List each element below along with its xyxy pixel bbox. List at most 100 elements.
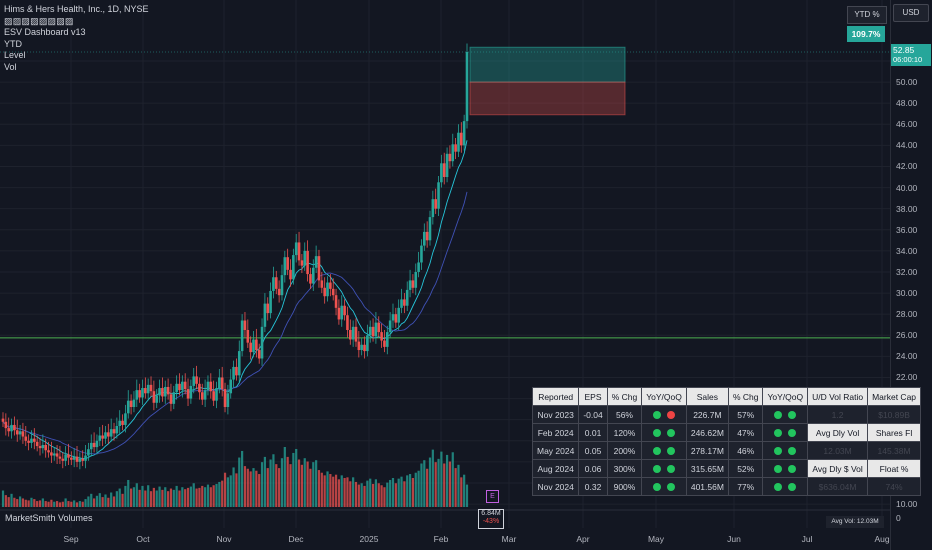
volume-bar: [263, 456, 266, 507]
candle-body: [297, 242, 301, 261]
eps-trend-cell: [641, 459, 687, 478]
candle-body: [380, 332, 383, 341]
candle-body: [448, 153, 452, 162]
volume-pane-label[interactable]: MarketSmith Volumes: [5, 513, 93, 523]
candle-body: [403, 299, 406, 306]
volume-bar: [317, 470, 321, 507]
price-axis[interactable]: [890, 0, 932, 550]
moving-average-line: [2, 140, 468, 460]
volume-bar: [10, 493, 13, 507]
candle-body: [240, 320, 244, 352]
candle-body: [215, 388, 218, 401]
candle-body: [84, 455, 87, 461]
volume-bar: [18, 496, 22, 507]
sales-cell: 246.62M: [685, 423, 729, 442]
sales-trend-cell: [762, 405, 809, 424]
indicator-level[interactable]: Level: [4, 50, 26, 60]
volume-bar: [87, 496, 90, 507]
volume-bar: [397, 478, 400, 507]
candle-body: [118, 420, 122, 426]
volume-bar: [366, 480, 369, 507]
currency-button[interactable]: USD: [893, 4, 929, 22]
sales-change-cell: 46%: [727, 441, 764, 460]
volume-bar: [403, 481, 406, 507]
volume-bar: [198, 487, 201, 507]
green-dot-icon: [653, 483, 662, 492]
candle-body: [166, 386, 170, 395]
volume-bar: [50, 499, 53, 507]
candle-body: [192, 376, 196, 386]
green-dot-icon: [667, 429, 676, 438]
candle-body: [274, 277, 278, 289]
candle-body: [124, 413, 127, 425]
candle-body: [135, 390, 139, 400]
volume-bar: [70, 501, 73, 507]
candle-body: [7, 428, 10, 432]
candle-body: [87, 449, 90, 456]
candle-body: [33, 438, 36, 442]
symbol-title[interactable]: Hims & Hers Health, Inc., 1D, NYSE: [4, 4, 149, 14]
candle-body: [229, 379, 233, 394]
candle-body: [334, 295, 338, 308]
candle-body: [64, 454, 67, 461]
candle-body: [24, 436, 28, 441]
x-tick-label: Aug: [874, 534, 890, 544]
indicator-esv[interactable]: ESV Dashboard v13: [4, 27, 86, 37]
x-tick-label: Oct: [136, 534, 150, 544]
candle-body: [104, 432, 107, 439]
earnings-marker[interactable]: E: [486, 490, 499, 503]
indicator-ytd[interactable]: YTD: [4, 38, 22, 49]
candle-body: [269, 290, 272, 314]
loss-zone: [469, 81, 626, 116]
volume-bar: [229, 475, 232, 507]
candle-body: [21, 431, 25, 437]
volume-bar: [67, 501, 70, 507]
price-chart[interactable]: [0, 0, 890, 550]
volume-bar: [423, 460, 426, 507]
volume-bar: [33, 499, 36, 507]
candle-body: [300, 260, 304, 266]
stat-cell: 74%: [867, 477, 922, 496]
volume-bar: [92, 498, 96, 507]
volume-bar: [352, 477, 355, 507]
x-tick-label: Mar: [501, 534, 517, 544]
volume-bar: [394, 483, 397, 507]
indicator-vol[interactable]: Vol: [4, 61, 17, 72]
y-tick-label: 10.00: [896, 499, 918, 510]
volume-bar: [297, 459, 301, 507]
candle-body: [360, 344, 363, 351]
last-volume-tag: 6.84M -43%: [478, 509, 504, 529]
candle-body: [183, 381, 187, 390]
volume-bar: [406, 475, 409, 507]
volume-bar: [206, 484, 210, 507]
volume-bar: [249, 471, 252, 507]
volume-bar: [98, 493, 101, 507]
green-dot-icon: [788, 447, 797, 456]
candle-body: [277, 288, 281, 296]
sales-cell: 278.17M: [685, 441, 729, 460]
volume-bar: [53, 501, 56, 507]
candle-body: [75, 456, 79, 462]
volume-bar: [115, 491, 118, 507]
volume-bar: [315, 460, 318, 507]
eps-trend-cell: [641, 441, 687, 460]
candle-body: [44, 444, 47, 451]
sales-cell: 315.65M: [685, 459, 729, 478]
reported-cell: May 2024: [531, 441, 580, 460]
volume-bar: [144, 490, 147, 507]
volume-bar: [212, 485, 215, 507]
candle-body: [314, 256, 318, 268]
candle-body: [317, 256, 321, 281]
volume-bar: [107, 497, 110, 507]
volume-bar: [272, 454, 275, 507]
candle-body: [377, 322, 381, 333]
reported-cell: Nov 2024: [531, 477, 580, 496]
volume-bar: [13, 497, 16, 507]
candle-body: [431, 199, 435, 218]
candle-body: [61, 458, 65, 461]
eps-cell: 0.06: [578, 459, 608, 478]
volume-bar: [189, 486, 192, 507]
volume-bar: [275, 464, 278, 507]
candle-body: [283, 257, 287, 276]
candle-body: [257, 350, 261, 359]
